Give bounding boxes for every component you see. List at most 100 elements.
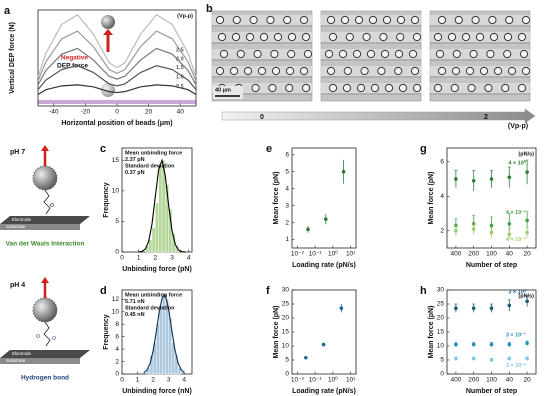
electrode — [0, 350, 90, 358]
x-tick-label: 20 — [523, 251, 531, 258]
point — [339, 306, 344, 311]
point — [525, 170, 529, 174]
panel-letter: e — [266, 143, 272, 155]
atom — [52, 336, 56, 340]
y-tick-label: 8 — [115, 321, 119, 328]
bead-image — [249, 15, 258, 25]
y-tick-label: 5 — [285, 168, 289, 175]
bar — [177, 367, 182, 375]
y-tick-label: 10 — [282, 343, 290, 350]
bead-image — [273, 32, 283, 42]
channel — [430, 49, 530, 59]
point — [507, 222, 512, 226]
bead-image — [433, 32, 443, 42]
channel — [212, 49, 312, 59]
electrode-label: Electrode — [12, 217, 32, 222]
point — [306, 227, 310, 232]
y-tick-label: 25 — [437, 301, 445, 308]
annotation: 0.37 pN — [125, 170, 145, 176]
annotation: Standard deviation — [125, 305, 175, 311]
annotation: Mean unbinding force — [125, 292, 182, 298]
bead-image — [447, 32, 457, 42]
series-label: 1.5 — [176, 65, 184, 71]
x-tick-label: 100 — [486, 377, 497, 384]
curve — [37, 30, 197, 82]
bead-image — [352, 49, 362, 59]
y-tick-label: 5 — [285, 357, 289, 364]
point — [507, 356, 512, 361]
bead-image — [343, 66, 352, 76]
bead-image — [301, 83, 311, 93]
y-tick-label: 2 — [285, 219, 289, 226]
point — [489, 230, 494, 235]
arrow-head — [41, 145, 49, 151]
y-tick-label: 10 — [112, 188, 120, 195]
bead-image — [217, 32, 227, 42]
y-tick-label: 15 — [437, 329, 445, 336]
curve — [37, 47, 197, 86]
y-axis-title: Mean force (pN) — [273, 306, 280, 359]
bead-image — [521, 15, 531, 25]
fit-curve — [143, 294, 185, 374]
bead-image — [396, 15, 406, 25]
annotation: Mean unbinding force — [125, 150, 182, 156]
bead-image — [412, 83, 422, 93]
caption: Van der Waals Interaction — [6, 241, 85, 248]
series-label: 2.0 — [176, 56, 184, 62]
legend-entry: 3 × 10⁰ — [508, 289, 526, 296]
series-label: 1.0 — [176, 75, 184, 81]
y-tick-label: 4 — [115, 346, 119, 353]
bead-image — [469, 49, 478, 59]
annotation: 0.45 nN — [125, 312, 145, 318]
x-tick-label: 400 — [450, 377, 461, 384]
x-tick-label: 10¹ — [346, 251, 356, 258]
point — [454, 306, 458, 311]
x-axis-title: Horizontal position of beads (μm) — [61, 120, 172, 127]
panel-letter: h — [420, 285, 427, 297]
bead-image — [215, 66, 225, 76]
x-axis-title: Number of step — [466, 388, 517, 395]
axis-unit: (Vp-p) — [508, 123, 528, 130]
y-tick-label: 4 — [285, 185, 289, 192]
bead-image — [266, 15, 275, 25]
fit-curve — [138, 158, 186, 253]
legend-title: (pN/s) — [518, 293, 534, 299]
electrode-label: Electrode — [12, 351, 32, 356]
schematic-top: pH 7 Electrode Substrate Van der Waals I… — [0, 145, 90, 248]
y-axis-title: Mean force (pN) — [273, 172, 280, 225]
x-tick-label: 0 — [120, 377, 124, 384]
bead-image — [394, 66, 403, 76]
bead-image — [328, 32, 338, 42]
legend-entry: 4 × 10⁻¹ — [506, 209, 526, 216]
bead-image — [488, 15, 497, 25]
point — [471, 306, 476, 311]
point — [321, 342, 326, 347]
bead-image — [398, 83, 408, 93]
x-tick-label: 1 — [136, 377, 140, 384]
y-tick-label: 2 — [115, 358, 119, 365]
electrode-strip — [38, 100, 196, 104]
point — [525, 218, 529, 223]
point — [489, 342, 494, 347]
arrow-head — [41, 277, 49, 283]
bead-image — [451, 66, 461, 76]
x-tick-label: 3 — [170, 255, 174, 262]
bead-image — [519, 49, 529, 59]
bead-image — [243, 66, 253, 76]
x-tick-label: 40 — [177, 109, 185, 116]
y-tick-label: 20 — [437, 315, 445, 322]
y-tick-label: 0 — [440, 371, 444, 378]
molecule — [43, 189, 51, 215]
annotation: DEP force — [57, 63, 88, 70]
bead-image — [471, 15, 480, 25]
x-tick-label: 20 — [145, 109, 153, 116]
point — [471, 227, 476, 231]
bead-image — [326, 15, 336, 25]
bead-image — [231, 32, 241, 42]
bead-image — [362, 32, 371, 42]
point — [454, 342, 458, 347]
bead-image — [517, 83, 527, 93]
y-tick-label: 4 — [440, 193, 444, 200]
bead-image — [301, 32, 311, 42]
